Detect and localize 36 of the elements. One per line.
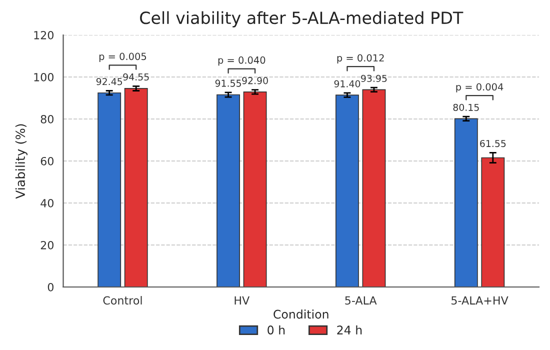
x-tick-label: 5-ALA <box>345 296 377 305</box>
x-tick-label: HV <box>234 296 250 304</box>
data-label: 94.55 <box>123 73 149 81</box>
y-axis-title: Viability (%) <box>15 124 28 199</box>
x-tick-label: 5-ALA+HV <box>452 296 508 305</box>
bar <box>454 118 478 287</box>
y-tick-label: 80 <box>40 114 54 124</box>
bar <box>243 91 267 287</box>
bar <box>124 88 148 287</box>
legend-label: 24 h <box>337 325 362 334</box>
bar <box>216 94 240 287</box>
y-tick-label: 40 <box>40 198 54 208</box>
data-label: 91.40 <box>334 80 360 88</box>
bar <box>481 157 505 287</box>
y-tick-label: 120 <box>34 30 54 40</box>
data-label: 91.55 <box>215 80 241 87</box>
annotation: p = 0.004 <box>456 83 504 92</box>
data-label: 61.55 <box>480 140 506 148</box>
y-tick-label: 100 <box>34 72 54 82</box>
x-axis-title: Condition <box>274 310 328 319</box>
annotation: p = 0.005 <box>99 52 146 62</box>
data-label: 93.95 <box>361 74 387 82</box>
legend-label: 0 h <box>268 325 285 334</box>
annotation: p = 0.040 <box>218 56 266 66</box>
bar <box>98 92 122 287</box>
bar <box>335 94 359 287</box>
chart-title: Cell viability after 5-ALA-mediated PDT <box>140 11 464 28</box>
x-tick-label: Control <box>103 296 142 305</box>
y-tick-label: 0 <box>48 282 54 292</box>
y-tick-label: 20 <box>40 240 54 250</box>
data-label: 92.45 <box>96 78 122 86</box>
data-label: 80.15 <box>453 104 479 111</box>
data-label: 92.90 <box>242 77 268 84</box>
bar <box>362 89 386 287</box>
annotation: p = 0.012 <box>337 54 384 64</box>
y-tick-label: 60 <box>40 156 54 166</box>
